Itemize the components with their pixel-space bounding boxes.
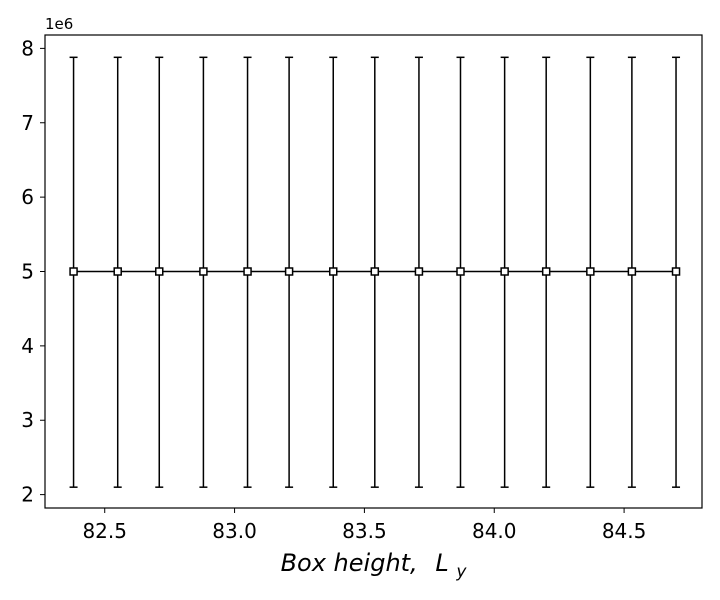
data-point — [69, 267, 78, 276]
y-axis: 2 3 4 5 6 7 8 — [21, 36, 45, 507]
data-point — [627, 267, 637, 276]
data-point — [586, 267, 595, 276]
y-tick-label: 2 — [21, 483, 34, 507]
x-tick-label: 82.5 — [82, 519, 127, 543]
data-point — [541, 267, 551, 276]
data-point — [671, 267, 681, 276]
x-tick-label: 83.0 — [212, 519, 257, 543]
data-point — [370, 267, 380, 276]
x-tick-label: 84.0 — [472, 519, 517, 543]
y-tick-label: 7 — [21, 111, 34, 135]
data-point — [414, 267, 424, 276]
x-axis-title-text: Box height, — [281, 549, 418, 577]
y-tick-label: 8 — [21, 36, 34, 60]
data-point — [155, 267, 164, 276]
data-point — [243, 267, 252, 276]
data-point — [284, 267, 294, 276]
x-tick-label: 84.5 — [602, 519, 647, 543]
x-axis-title-subscript: y — [455, 562, 467, 582]
x-tick-label: 83.5 — [342, 519, 387, 543]
y-tick-label: 6 — [21, 185, 34, 209]
data-marks — [69, 56, 681, 488]
data-point — [500, 267, 509, 276]
x-axis-title-symbol: L — [435, 549, 448, 577]
data-point — [113, 267, 122, 276]
y-tick-label: 5 — [21, 260, 34, 284]
data-point — [328, 267, 338, 276]
y-tick-label: 4 — [21, 334, 34, 358]
x-axis-title: Box height, L y — [281, 549, 468, 582]
data-point — [199, 267, 208, 276]
y-axis-exponent-label: 1e6 — [45, 15, 73, 33]
data-point — [456, 267, 465, 276]
y-tick-label: 3 — [21, 408, 34, 432]
x-axis: 82.5 83.0 83.5 84.0 84.5 — [82, 508, 646, 543]
